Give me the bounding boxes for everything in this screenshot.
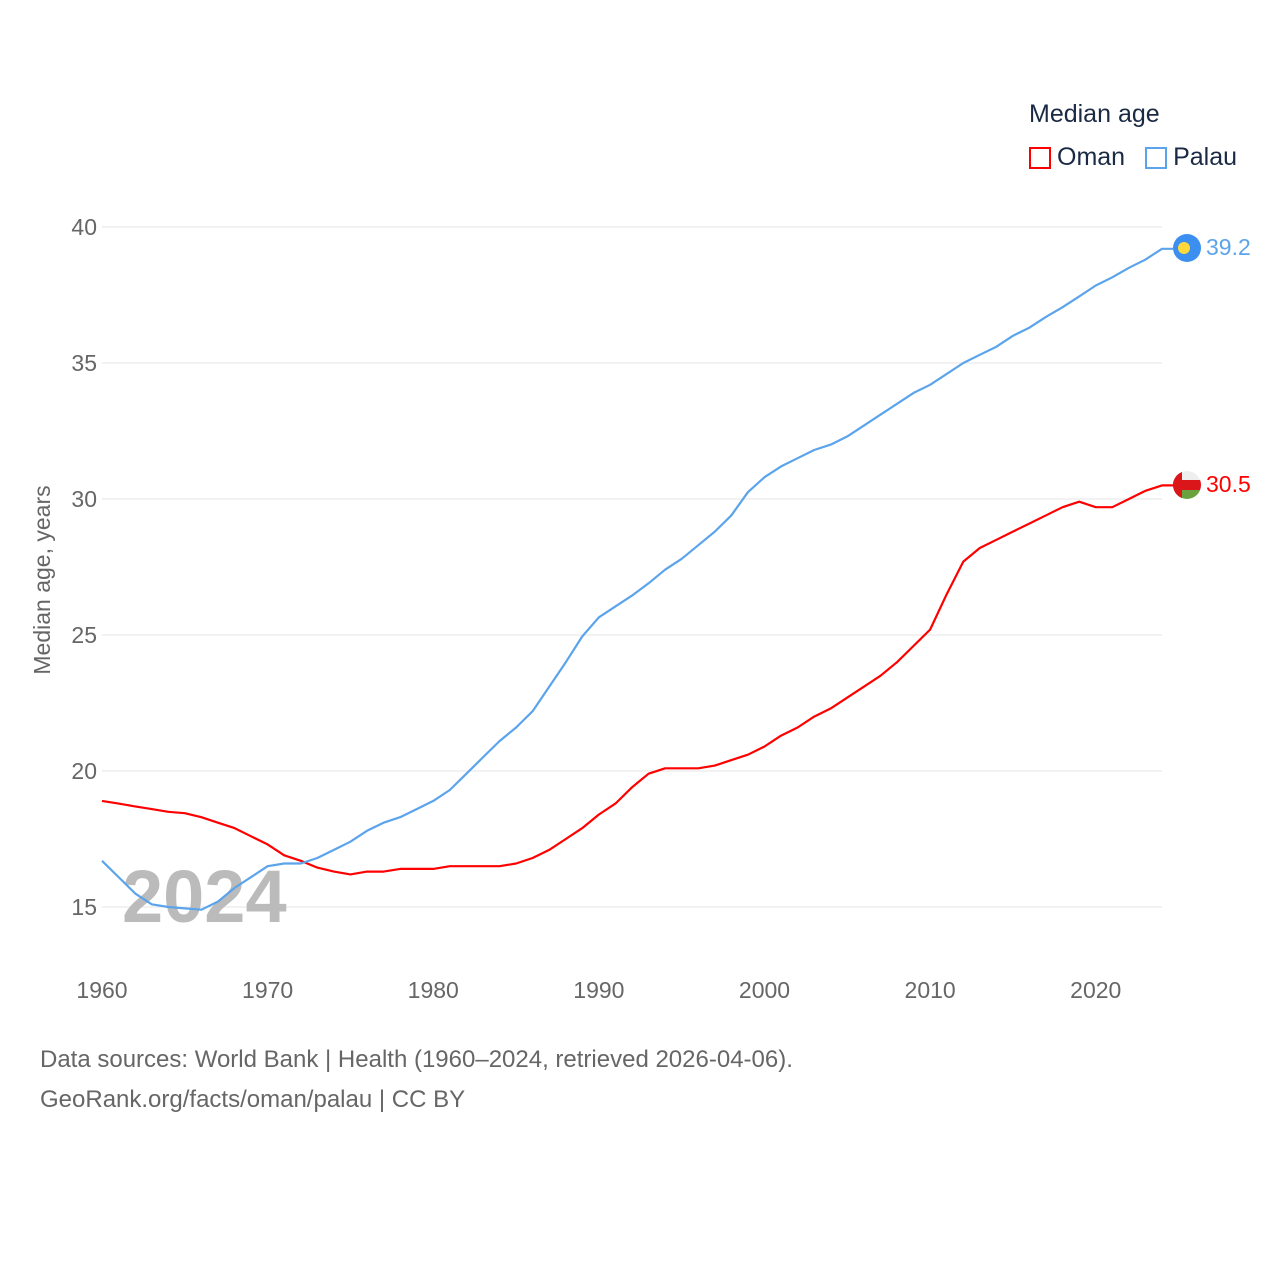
- series-line-palau: [101, 247, 1173, 911]
- y-tick-label: 35: [71, 350, 97, 376]
- legend-label: Palau: [1173, 143, 1238, 171]
- legend-title: Median age: [1029, 100, 1160, 128]
- palau-flag-icon: [1173, 234, 1201, 262]
- y-tick-label: 15: [71, 894, 97, 920]
- series-line-oman: [101, 484, 1173, 876]
- y-tick-label: 30: [71, 486, 97, 512]
- palau-end-label: 39.2: [1206, 234, 1251, 260]
- oman-end-label: 30.5: [1206, 471, 1251, 497]
- y-tick-label: 40: [71, 214, 97, 240]
- x-tick-label: 1960: [76, 977, 127, 1003]
- legend-item-oman[interactable]: Oman: [1029, 143, 1125, 172]
- x-tick-label: 2010: [905, 977, 956, 1003]
- legend-item-palau[interactable]: Palau: [1145, 143, 1237, 172]
- legend-label: Oman: [1057, 143, 1126, 171]
- data-source-text: Data sources: World Bank | Health (1960–…: [40, 1046, 793, 1073]
- y-tick-label: 25: [71, 622, 97, 648]
- attribution-link[interactable]: GeoRank.org/facts/oman/palau | CC BY: [40, 1086, 466, 1113]
- x-tick-label: 2000: [739, 977, 790, 1003]
- y-axis-label: Median age, years: [29, 485, 55, 674]
- x-tick-label: 1970: [242, 977, 293, 1003]
- oman-swatch: [1029, 146, 1051, 169]
- palau-swatch: [1145, 146, 1168, 169]
- x-tick-label: 1990: [573, 977, 624, 1003]
- x-tick-label: 2020: [1070, 977, 1121, 1003]
- year-watermark: 2024: [122, 855, 287, 938]
- legend: Oman Palau: [1029, 143, 1237, 172]
- oman-flag-icon: [1173, 471, 1201, 499]
- x-tick-label: 1980: [408, 977, 459, 1003]
- y-tick-label: 20: [71, 758, 97, 784]
